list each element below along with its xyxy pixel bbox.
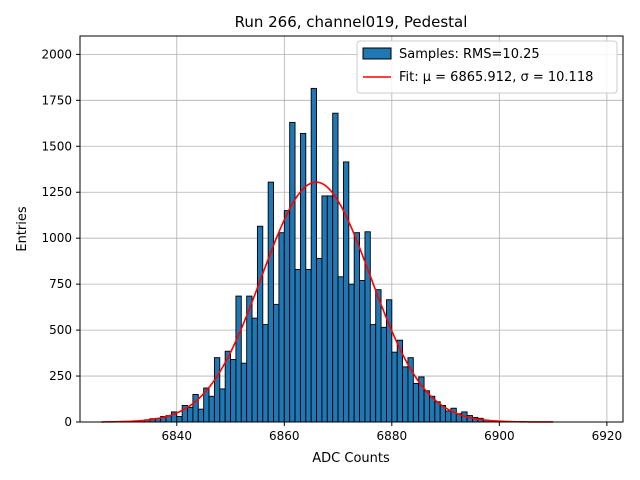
chart-title: Run 266, channel019, Pedestal [235,13,468,31]
y-tick-label: 0 [64,415,72,429]
legend-histogram-label: Samples: RMS=10.25 [399,47,540,62]
histogram-bar [256,225,264,423]
histogram-bar [310,87,318,423]
histogram-bar [299,132,307,423]
legend-fit-label: Fit: μ = 6865.912, σ = 10.118 [399,70,593,85]
histogram-bar [273,303,280,423]
y-axis-label: Entries [15,206,30,252]
histogram-bar [375,289,382,423]
histogram-bar [316,257,323,423]
legend: Samples: RMS=10.25 Fit: μ = 6865.912, σ … [356,40,618,94]
histogram-bar [348,283,355,423]
y-tick-label: 250 [49,369,72,383]
y-tick-label: 1500 [41,139,72,153]
y-axis-ticks: 0 250 500 750 1000 1250 1500 1750 2000 [41,47,80,429]
histogram-bar [294,268,301,423]
histogram-bars [133,87,490,423]
histogram-bar [445,410,452,423]
x-tick-label: 6880 [377,429,408,443]
histogram-bar [359,280,366,423]
histogram-bar [391,351,398,423]
histogram-bar [342,161,350,423]
histogram-bar [192,393,199,423]
fit-curve [101,181,554,423]
histogram-bar [262,324,269,423]
histogram-bar [230,359,237,423]
x-tick-label: 6920 [592,429,623,443]
fit-curve-group [101,181,554,423]
y-tick-label: 1250 [41,185,72,199]
histogram-bar [412,382,420,423]
histogram-bar [235,295,242,423]
y-tick-label: 1750 [41,93,72,107]
histogram-bar [450,407,457,423]
legend-histogram-swatch [362,47,392,60]
histogram-bar [332,112,339,423]
legend-box [356,40,618,94]
histogram-bar [434,401,441,423]
histogram-bar [364,231,371,423]
histogram-bar [337,276,344,423]
plot-frame [79,35,624,423]
histogram-bar [267,181,274,423]
histogram-bar [402,366,409,423]
x-tick-label: 6860 [269,429,300,443]
y-tick-label: 1000 [41,231,72,245]
y-tick-label: 500 [49,323,72,337]
histogram-bar [213,357,221,423]
histogram-bar [187,406,194,423]
histogram-bar [369,324,377,423]
histogram-bar [423,390,430,423]
x-axis-label: ADC Counts [312,451,390,466]
histogram-bar [208,395,215,423]
y-tick-label: 2000 [41,47,72,61]
x-tick-label: 6840 [161,429,192,443]
histogram-bar [176,416,183,423]
histogram-bar [289,121,296,423]
histogram-bar [305,268,312,423]
x-axis-ticks: 6840 6860 6880 6900 6920 [161,422,622,443]
histogram-bar [219,388,226,423]
histogram-bar [251,317,258,423]
histogram-bar [326,195,334,423]
histogram-bar [283,210,291,423]
histogram-bar [278,232,285,423]
histogram-bar [380,326,387,423]
x-tick-label: 6900 [484,429,515,443]
histogram-bar [321,195,328,423]
histogram-bar [240,362,248,423]
y-tick-label: 750 [49,277,72,291]
histogram-bar [197,408,205,423]
histogram-bar [353,232,361,423]
